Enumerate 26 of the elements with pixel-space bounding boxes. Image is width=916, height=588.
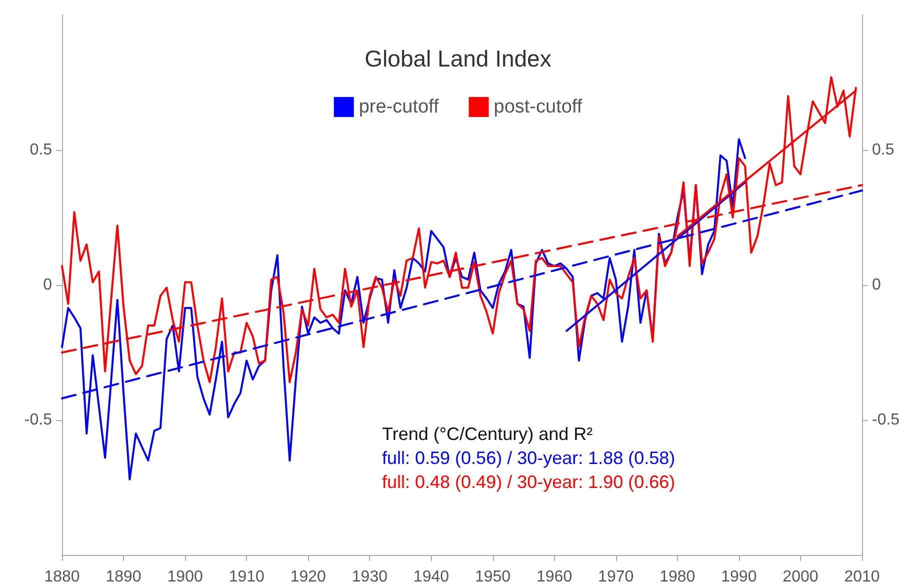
y-tick-label: 0 (43, 276, 52, 294)
x-tick-label: 1880 (44, 568, 80, 586)
x-tick-label: 1980 (660, 568, 696, 586)
text: Global Land Index (364, 46, 552, 72)
y2-tick-label: -0.5 (872, 412, 900, 428)
x-tick-label: 1920 (290, 568, 326, 586)
x-tick-label: 1950 (474, 568, 511, 586)
y-tick-label: 0.5 (30, 142, 52, 158)
x-tick-label: 1910 (228, 568, 265, 586)
x-tick-label: 1960 (536, 568, 572, 586)
x-tick-label: 2010 (844, 568, 880, 586)
y-tick-label: -0.5 (24, 412, 52, 428)
x-tick-label: 2000 (782, 568, 818, 586)
legend-label: post-cutoff (494, 96, 583, 118)
legend-label: pre-cutoff (358, 96, 440, 118)
annotation: full: 0.59 (0.56) / 30-year: 1.88 (0.58) (382, 448, 676, 468)
annotation: full: 0.48 (0.49) / 30-year: 1.90 (0.66) (382, 472, 676, 492)
y2-tick-label: 0 (872, 276, 881, 294)
x-tick-label: 1900 (167, 568, 203, 586)
x-tick-label: 1890 (106, 568, 142, 586)
x-tick-label: 1990 (721, 568, 757, 586)
x-tick-label: 1930 (352, 568, 388, 586)
annotation: Trend (°C/Century) and R² (382, 424, 593, 444)
x-tick-label: 1970 (598, 568, 634, 586)
x-tick-label: 1940 (413, 568, 450, 586)
y2-tick-label: 0.5 (872, 142, 894, 158)
